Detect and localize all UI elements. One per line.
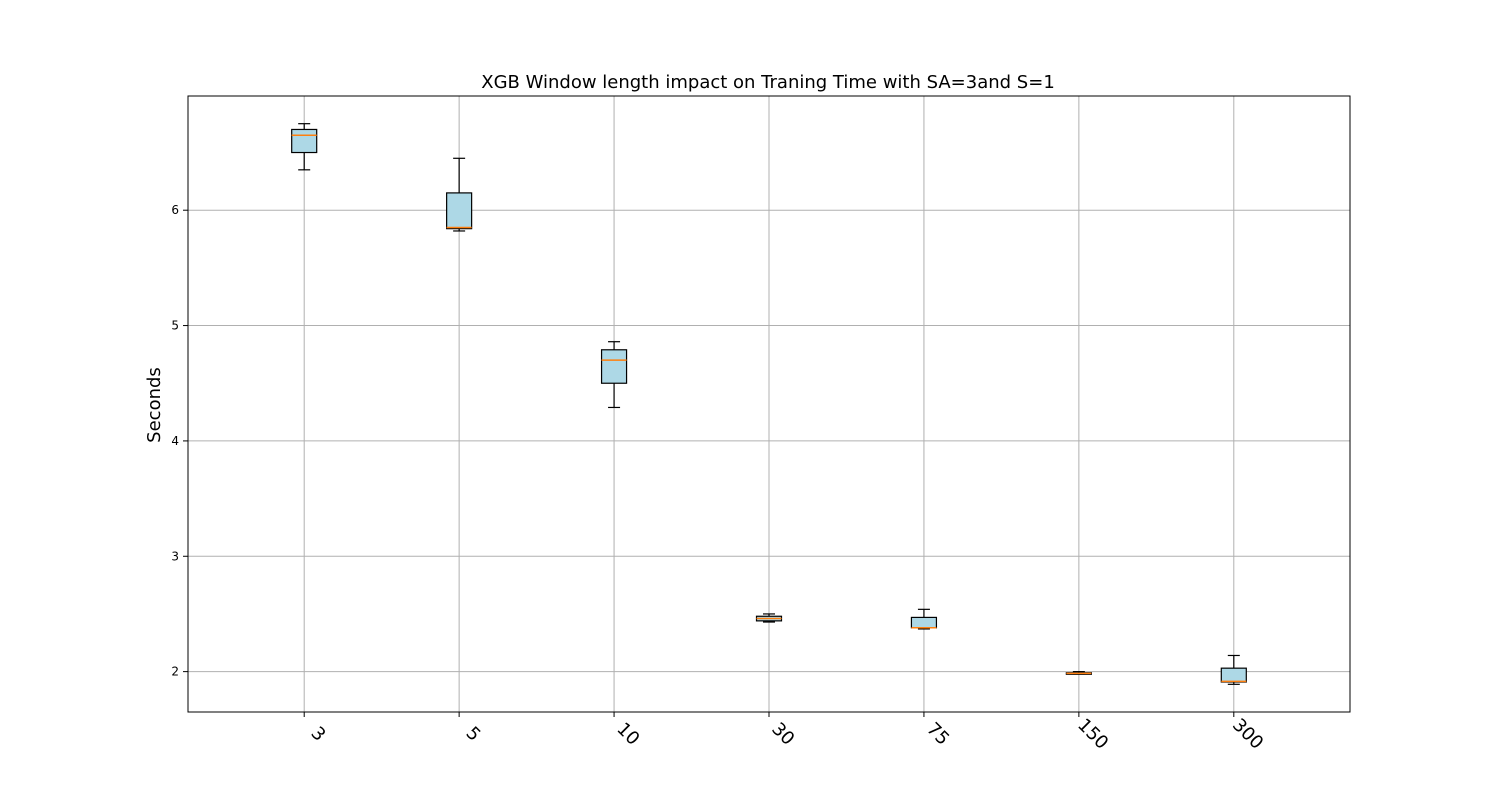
y-axis-label: Seconds	[144, 367, 165, 443]
y-tick-label: 4	[171, 434, 179, 448]
x-tick-label: 30	[767, 719, 798, 750]
x-tick-label: 10	[612, 719, 643, 750]
iqr-box	[291, 128, 318, 154]
box-item	[1220, 654, 1247, 685]
y-tick-label: 3	[171, 549, 179, 563]
plot-frame	[187, 95, 1351, 713]
y-tick-label: 6	[171, 203, 179, 217]
boxes	[291, 123, 1247, 685]
grid-lines	[188, 96, 1350, 712]
box-item	[291, 123, 318, 171]
x-tick-label: 75	[922, 719, 953, 750]
y-tick-label: 5	[171, 319, 179, 333]
x-tick-label: 150	[1073, 715, 1112, 754]
box-item	[755, 613, 783, 623]
iqr-box	[910, 616, 938, 629]
iqr-box	[1220, 667, 1247, 683]
box-item	[1065, 671, 1092, 675]
x-tick-label: 300	[1228, 715, 1267, 754]
x-tick-label: 3	[307, 723, 330, 746]
iqr-box	[446, 192, 473, 230]
box-item	[600, 341, 628, 409]
x-tick-label: 5	[462, 723, 485, 746]
box-item	[910, 608, 938, 630]
axes: 3 5 10 30 75 150 300 2 3 4 5 6	[171, 203, 1267, 753]
y-tick-label: 2	[171, 665, 179, 679]
box-item	[446, 157, 473, 232]
chart-title: XGB Window length impact on Traning Time…	[481, 72, 1055, 93]
iqr-box	[600, 349, 628, 384]
